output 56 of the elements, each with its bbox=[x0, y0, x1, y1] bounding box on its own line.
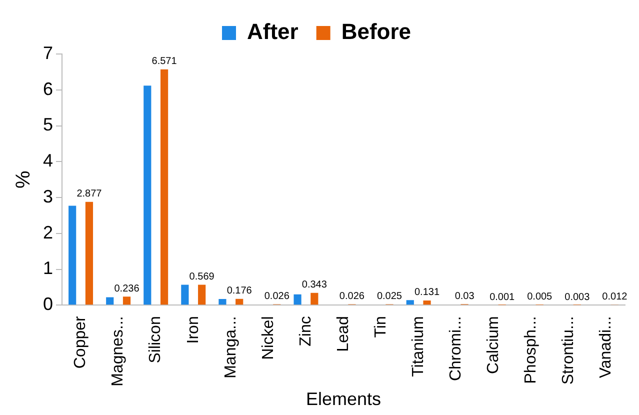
data-label: 0.025 bbox=[376, 290, 402, 302]
legend-label: After bbox=[246, 19, 299, 44]
x-tick-label: Lead bbox=[334, 316, 352, 352]
legend-label: Before bbox=[341, 19, 412, 44]
x-tick-label: Nickel bbox=[260, 316, 277, 360]
y-tick-label: 7 bbox=[42, 42, 54, 63]
y-tick-label: 1 bbox=[42, 258, 54, 278]
x-tick-label: Titanium bbox=[410, 316, 427, 377]
bar bbox=[218, 299, 226, 305]
y-axis-title: % bbox=[12, 170, 35, 188]
bar bbox=[68, 206, 76, 305]
y-tick-label: 4 bbox=[42, 150, 54, 171]
bar bbox=[181, 284, 189, 305]
y-tick-label: 0 bbox=[42, 294, 54, 314]
data-label: 0.026 bbox=[264, 290, 290, 302]
data-label: 0.012 bbox=[602, 291, 628, 302]
y-tick-label: 3 bbox=[42, 186, 54, 206]
x-tick-label: Zinc bbox=[297, 316, 314, 346]
data-label: 0.236 bbox=[114, 283, 140, 294]
bar bbox=[294, 294, 302, 305]
data-label: 6.571 bbox=[152, 56, 178, 68]
x-tick-label: Silicon bbox=[147, 316, 164, 364]
data-label: 0.569 bbox=[189, 271, 215, 282]
bar bbox=[144, 86, 152, 305]
x-tick-label: Copper bbox=[72, 315, 90, 369]
x-axis-title: Elements bbox=[306, 389, 382, 410]
data-label: 0.026 bbox=[339, 290, 365, 302]
y-tick-label: 5 bbox=[42, 114, 54, 135]
y-tick-label: 6 bbox=[42, 78, 54, 99]
data-label: 2.877 bbox=[76, 188, 102, 200]
bar bbox=[122, 296, 131, 305]
x-tick-label: Chromi... bbox=[448, 316, 465, 382]
bar bbox=[236, 298, 244, 305]
x-tick-label: Iron bbox=[184, 316, 202, 344]
bar bbox=[160, 69, 168, 305]
x-tick-label: Strontiu... bbox=[560, 316, 578, 385]
data-label: 0.343 bbox=[302, 280, 328, 291]
data-label: 0.176 bbox=[226, 286, 252, 297]
x-tick-label: Vanadi... bbox=[598, 316, 615, 378]
x-tick-label: Tin bbox=[372, 316, 390, 338]
data-label: 0.001 bbox=[490, 292, 516, 303]
x-tick-label: Magnes... bbox=[110, 316, 127, 386]
data-label: 0.003 bbox=[564, 292, 590, 303]
data-label: 0.005 bbox=[527, 292, 553, 303]
data-label: 0.131 bbox=[414, 287, 440, 298]
bar bbox=[423, 300, 431, 305]
bar bbox=[310, 292, 318, 305]
y-tick-label: 2 bbox=[42, 222, 54, 242]
bar bbox=[106, 297, 114, 305]
bar bbox=[198, 284, 206, 305]
x-tick-label: Calcium bbox=[485, 316, 502, 374]
bar bbox=[85, 202, 94, 305]
bar bbox=[406, 300, 414, 305]
data-label: 0.03 bbox=[454, 290, 475, 302]
x-tick-label: Phosph... bbox=[522, 316, 540, 384]
x-tick-label: Manga... bbox=[222, 316, 240, 378]
